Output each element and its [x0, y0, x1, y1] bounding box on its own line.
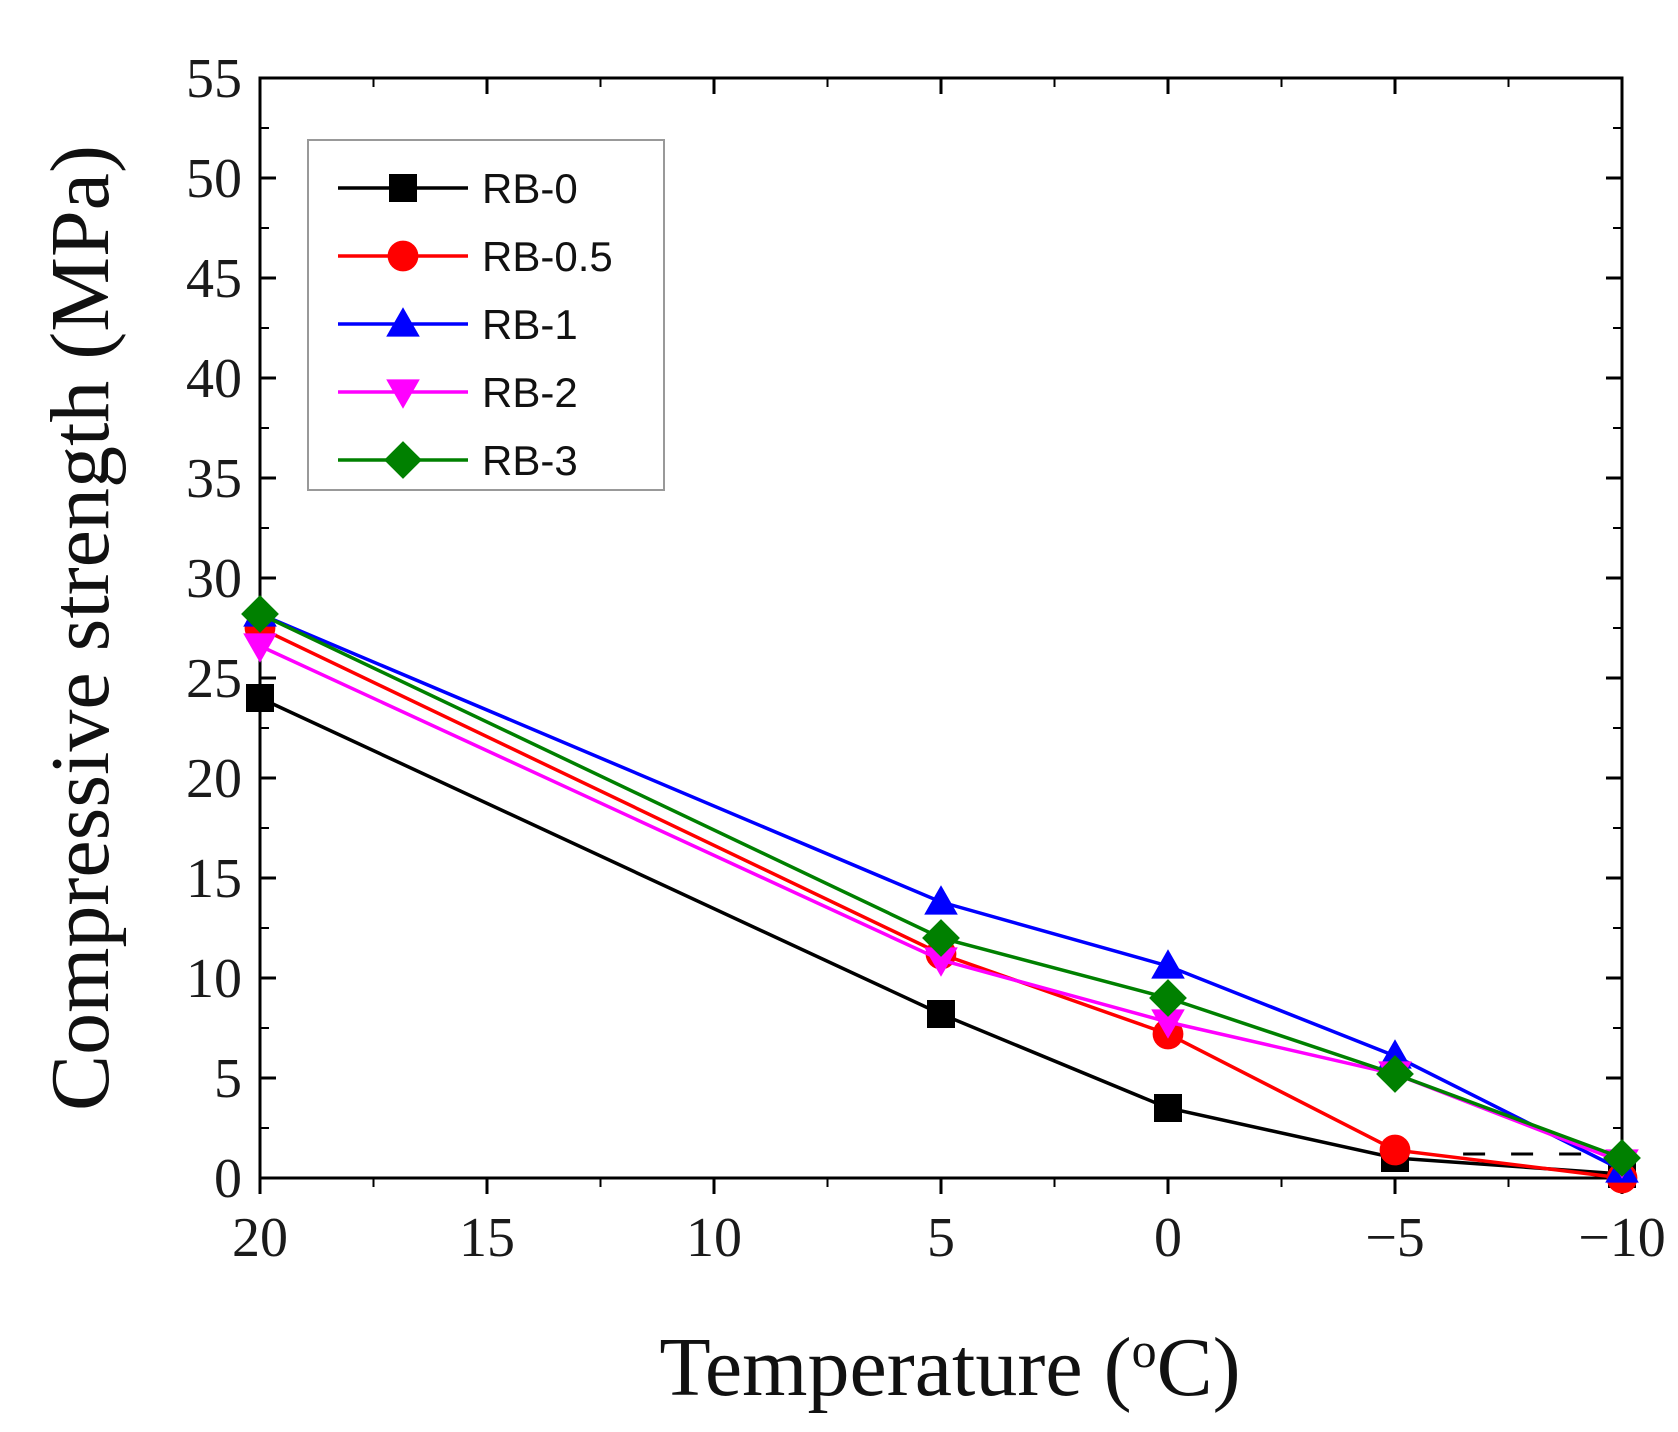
y-tick-label: 55 [186, 48, 242, 110]
legend-item-RB-3: RB-3 [338, 437, 578, 484]
y-tick-label: 35 [186, 448, 242, 510]
legend-item-RB-1: RB-1 [338, 301, 578, 348]
data-point-RB-3 [922, 919, 960, 957]
data-point-RB-2 [243, 633, 277, 663]
legend-label: RB-0.5 [482, 233, 613, 280]
y-tick-label: 45 [186, 248, 242, 310]
y-tick-label: 30 [186, 548, 242, 610]
legend-marker [386, 379, 420, 409]
data-point-RB-2 [924, 947, 958, 977]
y-tick-label: 20 [186, 748, 242, 810]
legend: RB-0 RB-0.5 RB-1 RB-2 RB-3 [307, 139, 665, 491]
data-point-RB-0 [246, 684, 274, 712]
y-tick-label: 15 [186, 848, 242, 910]
data-point-RB-0 [1154, 1094, 1182, 1122]
x-tick-label: −5 [1365, 1207, 1425, 1269]
legend-item-RB-0: RB-0 [338, 165, 578, 212]
legend-item-RB-0.5: RB-0.5 [338, 233, 613, 280]
data-point-RB-0.5 [1379, 1134, 1411, 1166]
x-tick-label: 10 [686, 1207, 742, 1269]
x-tick-label: 5 [927, 1207, 955, 1269]
x-tick-label: −10 [1578, 1207, 1666, 1269]
y-tick-label: 50 [186, 148, 242, 210]
data-point-RB-3 [1603, 1139, 1641, 1177]
x-axis-title: Temperature (oC) [659, 1321, 1240, 1414]
y-tick-label: 25 [186, 648, 242, 710]
y-tick-label: 10 [186, 948, 242, 1010]
data-point-RB-1 [924, 885, 958, 915]
legend-marker [384, 441, 422, 479]
x-tick-label: 15 [459, 1207, 515, 1269]
y-tick-label: 5 [214, 1048, 242, 1110]
x-tick-label: 0 [1154, 1207, 1182, 1269]
series-RB-3 [241, 595, 1641, 1177]
y-tick-label: 40 [186, 348, 242, 410]
legend-marker [389, 174, 417, 202]
x-axis-title-superscript: o [1132, 1322, 1157, 1378]
data-point-RB-3 [241, 595, 279, 633]
legend-marker [386, 307, 420, 337]
legend-box [307, 139, 665, 491]
legend-items: RB-0 RB-0.5 RB-1 RB-2 RB-3 [338, 165, 613, 484]
x-axis-title-main: Temperature ( [659, 1321, 1131, 1414]
legend-label: RB-2 [482, 369, 578, 416]
data-point-RB-1 [1378, 1039, 1412, 1069]
y-axis-title: Compressive strength (MPa) [34, 145, 127, 1111]
data-point-RB-3 [1149, 979, 1187, 1017]
legend-label: RB-0 [482, 165, 578, 212]
x-axis-title-end: C) [1157, 1321, 1241, 1414]
data-point-RB-0 [927, 1000, 955, 1028]
data-point-RB-2 [1151, 1009, 1185, 1039]
data-point-RB-1 [1151, 949, 1185, 979]
series-layer [241, 595, 1641, 1194]
legend-marker [387, 240, 419, 272]
legend-item-RB-2: RB-2 [338, 369, 578, 416]
y-tick-label: 0 [214, 1148, 242, 1210]
series-RB-1 [243, 597, 1639, 1183]
x-tick-label: 20 [232, 1207, 288, 1269]
data-point-RB-3 [1376, 1055, 1414, 1093]
legend-label: RB-1 [482, 301, 578, 348]
legend-label: RB-3 [482, 437, 578, 484]
